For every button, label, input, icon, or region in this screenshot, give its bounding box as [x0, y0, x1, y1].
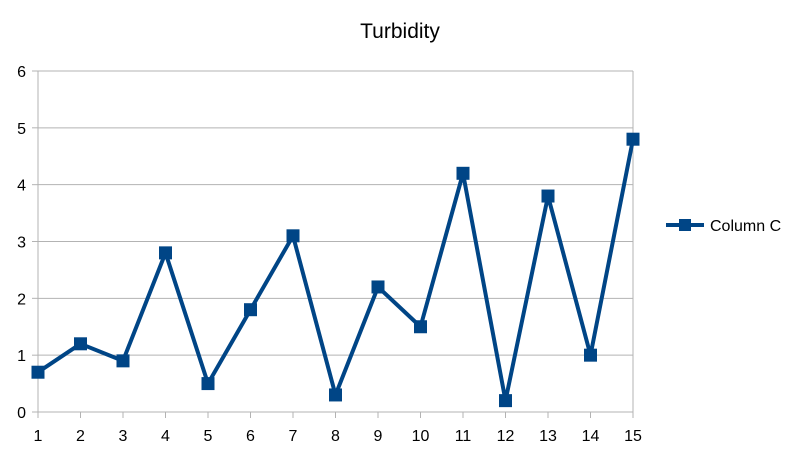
x-tick-label: 8 — [331, 428, 340, 445]
x-tick-label: 2 — [76, 428, 85, 445]
data-point-marker — [31, 365, 45, 379]
legend-square-marker — [679, 219, 691, 231]
data-point-marker — [201, 377, 215, 391]
grid-lines — [38, 70, 633, 356]
data-point-marker — [159, 246, 172, 260]
data-point-marker — [286, 229, 300, 243]
data-point-marker — [244, 303, 257, 317]
data-point-marker — [626, 132, 640, 146]
legend-label: Column C — [710, 218, 781, 235]
x-tick-label: 7 — [289, 428, 298, 445]
x-tick-label: 3 — [119, 428, 128, 445]
data-point-marker — [456, 166, 470, 180]
x-tick-label: 11 — [455, 428, 472, 445]
y-tick-label: 4 — [17, 178, 26, 195]
data-point-marker — [116, 354, 130, 368]
data-point-marker — [541, 189, 555, 203]
chart-title: Turbidity — [360, 20, 440, 43]
y-tick-label: 2 — [17, 291, 26, 308]
data-point-marker — [414, 320, 427, 334]
x-tick-label: 5 — [204, 428, 213, 445]
legend: Column C — [666, 218, 781, 235]
x-tick-label: 15 — [624, 428, 642, 445]
data-point-marker — [329, 388, 342, 402]
x-tick-label: 4 — [161, 428, 170, 445]
data-point-marker — [371, 280, 385, 294]
y-tick-label: 0 — [17, 405, 26, 422]
axes — [32, 70, 634, 418]
y-tick-label: 1 — [17, 348, 26, 365]
y-tick-label: 6 — [17, 64, 26, 81]
x-tick-label: 6 — [246, 428, 255, 445]
series-layer — [31, 132, 640, 408]
y-tick-label: 3 — [17, 235, 26, 252]
data-point-marker — [499, 394, 512, 408]
x-tick-label: 10 — [412, 428, 430, 445]
x-tick-label: 12 — [497, 428, 515, 445]
x-tick-label: 13 — [539, 428, 557, 445]
data-point-marker — [584, 348, 597, 362]
y-tick-label: 5 — [17, 121, 26, 138]
x-tick-label: 9 — [374, 428, 383, 445]
x-tick-label: 1 — [34, 428, 43, 445]
x-tick-label: 14 — [582, 428, 600, 445]
data-point-marker — [74, 337, 87, 351]
